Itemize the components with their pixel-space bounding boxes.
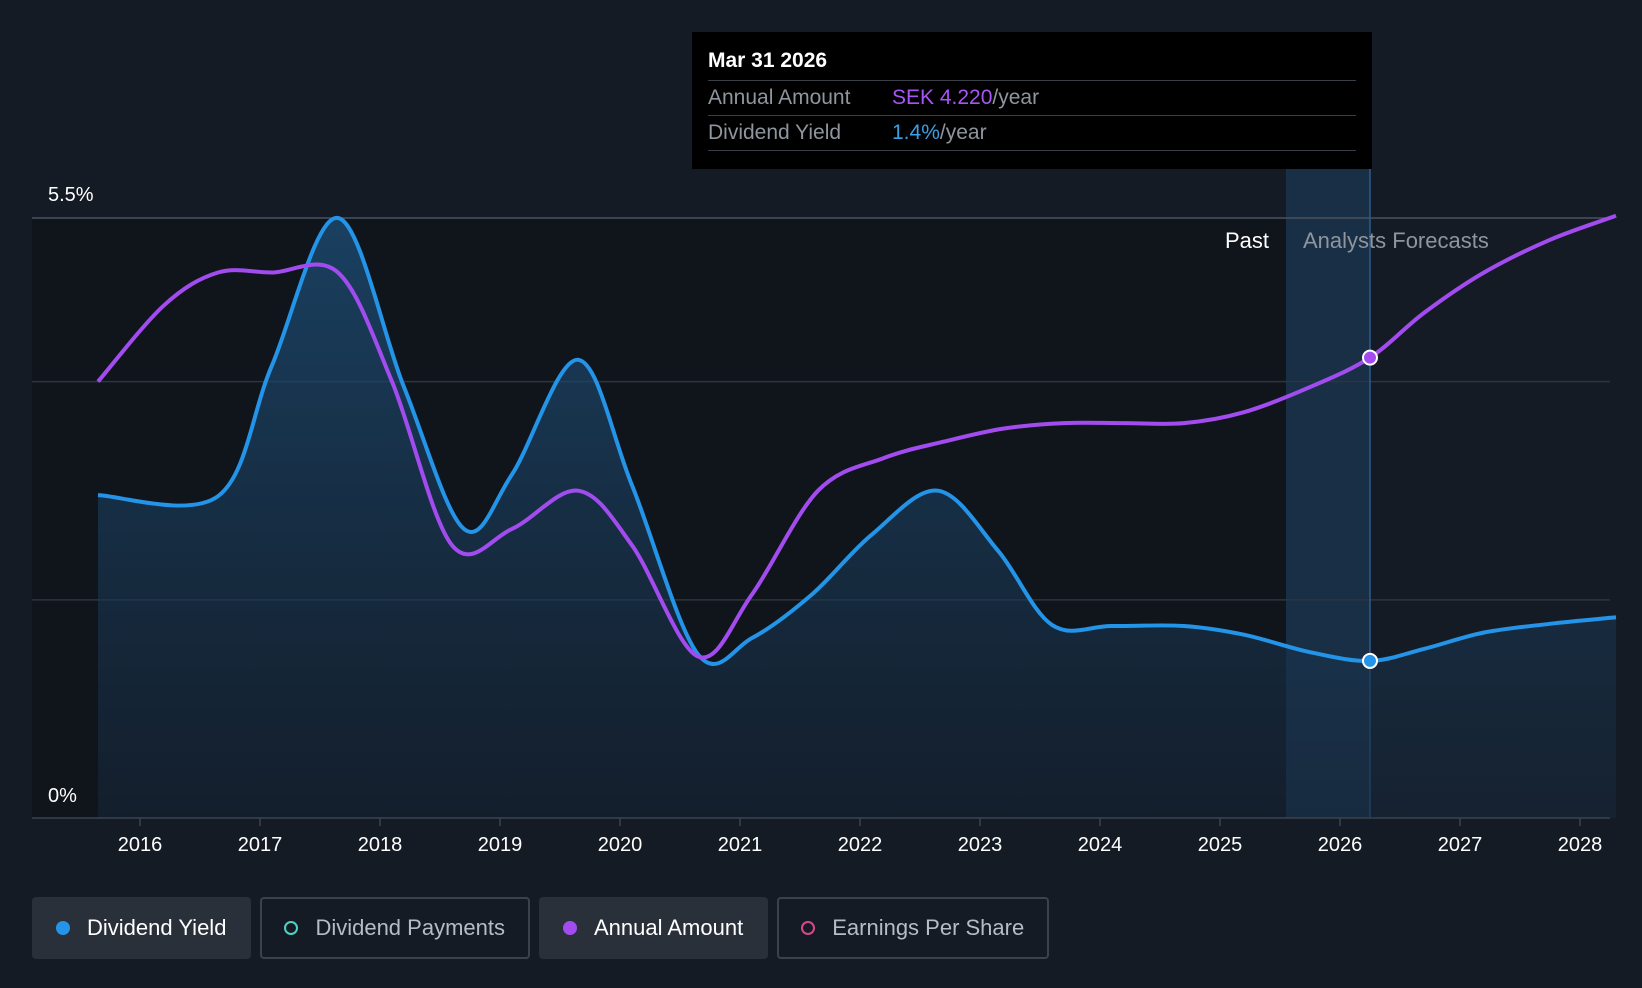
x-tick-label: 2021 xyxy=(718,834,763,856)
x-axis-ticks: 2016 2017 2018 2019 2020 2021 2022 2023 2024 2025… xyxy=(118,818,1603,856)
dividend-yield-line xyxy=(97,216,1617,666)
legend-dividend-yield-button[interactable]: Dividend Yield xyxy=(32,897,252,959)
tooltip-annual-label: Annual Amount xyxy=(708,86,851,109)
chart-legend: Dividend Yield Dividend Payments Annual … xyxy=(32,897,1050,959)
x-tick-label: 2019 xyxy=(478,834,523,856)
legend-label: Dividend Payments xyxy=(315,915,505,940)
x-tick-label: 2020 xyxy=(598,834,643,856)
tooltip-annual-value: SEK 4.220 xyxy=(892,86,993,109)
x-tick-label: 2016 xyxy=(118,834,163,856)
tooltip-yield-value: 1.4% xyxy=(892,121,940,144)
filled-circle-icon xyxy=(562,921,577,935)
tooltip-yield-row: Dividend Yield 1.4%/year xyxy=(708,116,1356,151)
legend-label: Earnings Per Share xyxy=(832,915,1025,940)
tooltip-annual-row: Annual Amount SEK 4.220/year xyxy=(708,81,1356,116)
tooltip-date: Mar 31 2026 xyxy=(708,46,1356,81)
annual-amount-line xyxy=(96,213,1617,660)
tooltip-annual-unit: /year xyxy=(992,86,1040,109)
annual-amount-marker[interactable] xyxy=(1362,349,1378,366)
y-tick-top: 5.5% xyxy=(48,184,94,206)
dividend-yield-marker[interactable] xyxy=(1362,652,1378,669)
tooltip-yield-label: Dividend Yield xyxy=(708,121,842,144)
filled-circle-icon xyxy=(56,921,70,935)
x-tick-label: 2028 xyxy=(1558,834,1603,856)
x-tick-label: 2022 xyxy=(838,834,883,856)
x-tick-label: 2023 xyxy=(958,834,1003,856)
legend-annual-amount-button[interactable]: Annual Amount xyxy=(538,897,769,959)
legend-label: Annual Amount xyxy=(593,915,744,940)
y-tick-bottom: 0% xyxy=(48,785,77,807)
analysts-forecasts-label: Analysts Forecasts xyxy=(1303,228,1489,253)
x-tick-label: 2017 xyxy=(238,834,283,856)
x-tick-label: 2025 xyxy=(1198,834,1243,856)
legend-label: Dividend Yield xyxy=(87,915,227,940)
x-tick-label: 2027 xyxy=(1438,834,1483,856)
x-tick-label: 2024 xyxy=(1078,834,1123,856)
legend-earnings-per-share-button[interactable]: Earnings Per Share xyxy=(777,897,1050,959)
hollow-circle-icon xyxy=(801,921,816,935)
dividend-yield-area xyxy=(98,217,1616,818)
data-tooltip: Mar 31 2026 Annual Amount SEK 4.220/year… xyxy=(692,32,1372,169)
legend-dividend-payments-button[interactable]: Dividend Payments xyxy=(260,897,530,959)
x-tick-label: 2018 xyxy=(358,834,403,856)
past-label: Past xyxy=(1225,228,1270,253)
tooltip-yield-unit: /year xyxy=(939,121,987,144)
hollow-circle-icon xyxy=(284,921,299,935)
x-tick-label: 2026 xyxy=(1318,834,1363,856)
